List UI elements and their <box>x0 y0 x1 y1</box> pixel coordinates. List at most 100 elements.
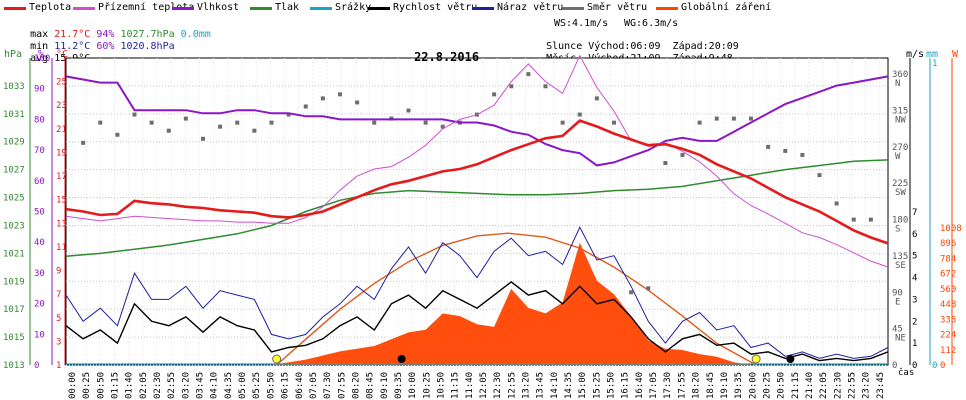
tick-humidity: 50 <box>34 208 45 218</box>
tick-x: 15:50 <box>607 372 617 399</box>
wind-wg: WG:6.3m/s <box>624 18 679 29</box>
point-wind-direction <box>492 92 497 97</box>
tick-x: 14:10 <box>550 372 560 399</box>
tick-x: 13:45 <box>536 372 546 399</box>
tick-x: 09:10 <box>380 372 390 399</box>
tick-radiation: 784 <box>940 254 956 264</box>
stats-max-row: max 21.7°C 94% 1027.7hPa 0.0mm <box>6 18 211 51</box>
tick-temperature: 9 <box>56 267 61 277</box>
tick-temperature: 25 <box>56 78 67 88</box>
tick-x: 21:40 <box>805 372 815 399</box>
stats-min-row: min 11.2°C 60% 1020.8hPa <box>6 30 175 63</box>
point-wind-direction <box>201 136 205 141</box>
plot-frame <box>65 57 889 366</box>
point-wind-direction <box>697 120 702 125</box>
tick-pressure: 1021 <box>3 249 25 259</box>
tick-wind: 6 <box>912 230 917 240</box>
tick-pressure: 1025 <box>3 194 25 204</box>
point-wind-direction <box>783 148 788 153</box>
tick-rain: 0 <box>932 361 937 371</box>
tick-x: 07:55 <box>337 372 347 399</box>
legend-swatch-4 <box>310 7 332 10</box>
tick-x: 22:30 <box>833 372 843 399</box>
marker-moonset <box>397 355 406 363</box>
tick-x: 23:45 <box>876 372 886 399</box>
tick-x: 17:05 <box>649 372 659 399</box>
tick-x: 04:35 <box>224 372 234 399</box>
tick-wind: 0 <box>912 361 917 371</box>
point-wind-direction <box>303 104 308 109</box>
stats-max-press: 1027.7hPa <box>120 29 175 40</box>
tick-temperature: 19 <box>56 148 67 158</box>
tick-humidity: 100 <box>34 54 50 64</box>
tick-radiation: 448 <box>940 300 956 310</box>
tick-x: 09:35 <box>394 372 404 399</box>
tick-temperature: 3 <box>56 337 61 347</box>
tick-temperature: 5 <box>56 314 61 324</box>
tick-radiation: 560 <box>940 285 956 295</box>
tick-x: 12:55 <box>507 372 517 399</box>
tick-x: 17:30 <box>663 372 673 399</box>
tick-x: 03:20 <box>181 372 191 399</box>
point-wind-direction <box>81 140 86 145</box>
tick-humidity: 10 <box>34 330 45 340</box>
tick-humidity: 0 <box>34 361 39 371</box>
point-wind-direction <box>800 152 805 157</box>
tick-direction: 315 <box>892 107 908 117</box>
tick-humidity: 70 <box>34 146 45 156</box>
point-wind-direction <box>235 120 240 125</box>
tick-direction-letter: E <box>895 297 900 307</box>
axis-title-pressure: hPa <box>4 49 22 60</box>
axis-title-temperature: °C <box>56 49 68 60</box>
point-wind-direction <box>355 100 360 105</box>
tick-x: 01:40 <box>125 372 135 399</box>
tick-radiation: 336 <box>940 315 956 325</box>
tick-x: 16:40 <box>635 372 645 399</box>
legend: Teplota Přízemní teplota Vlhkost Tlak Srážky… <box>0 0 966 16</box>
point-wind-direction <box>612 120 616 125</box>
point-wind-direction <box>749 116 753 121</box>
tick-direction-letter: SE <box>895 261 906 271</box>
tick-x: 05:50 <box>266 372 276 399</box>
legend-label-2: Vlhkost <box>197 2 240 13</box>
tick-x: 00:50 <box>96 372 106 399</box>
legend-swatch-7 <box>562 7 584 10</box>
point-wind-direction <box>577 112 582 117</box>
point-wind-direction <box>868 217 873 222</box>
tick-radiation: 0 <box>940 361 945 371</box>
tick-direction: 90 <box>892 288 903 298</box>
stats-min-press: 1020.8hPa <box>120 41 175 52</box>
tick-humidity: 60 <box>34 177 45 187</box>
tick-x: 07:05 <box>309 372 319 399</box>
tick-radiation: 224 <box>940 331 956 341</box>
tick-x: 20:50 <box>777 372 787 399</box>
tick-direction: 360 <box>892 70 908 80</box>
point-wind-direction <box>269 120 274 125</box>
tick-wind: 1 <box>912 339 917 349</box>
tick-pressure: 1031 <box>3 110 25 120</box>
tick-temperature: 15 <box>56 196 67 206</box>
tick-direction-letter: W <box>895 152 901 162</box>
legend-label-0: Teplota <box>29 2 72 13</box>
tick-direction-letter: NW <box>895 116 906 126</box>
tick-pressure: 1019 <box>3 277 25 287</box>
tick-humidity: 40 <box>34 238 45 248</box>
stats-min-label: min <box>30 41 49 52</box>
tick-x: 08:20 <box>351 372 361 399</box>
tick-x: 23:20 <box>862 372 872 399</box>
point-wind-direction <box>218 124 223 129</box>
tick-x: 06:40 <box>295 372 305 399</box>
tick-x: 22:05 <box>819 372 829 399</box>
tick-humidity: 90 <box>34 85 45 95</box>
tick-pressure: 1017 <box>3 305 25 315</box>
tick-x: 00:25 <box>82 372 92 399</box>
tick-x: 11:40 <box>465 372 475 399</box>
series-wind-speed <box>65 281 889 362</box>
point-wind-direction <box>714 116 719 121</box>
series-wind-gust <box>65 226 889 359</box>
marker-sunrise <box>272 354 282 364</box>
legend-label-6: Náraz větru <box>497 2 564 13</box>
point-wind-direction <box>406 108 411 113</box>
point-wind-direction <box>183 116 188 121</box>
point-wind-direction <box>594 96 599 101</box>
